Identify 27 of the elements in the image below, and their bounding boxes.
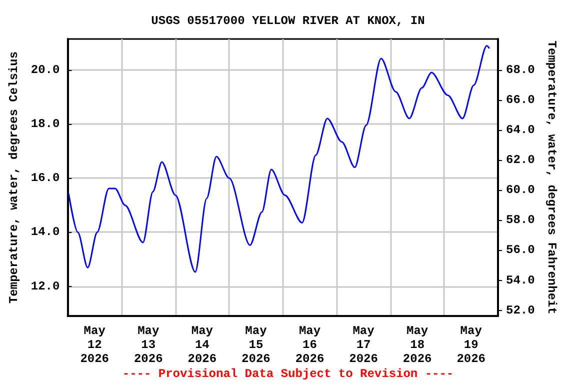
- y-tick-label: 14.0: [30, 225, 60, 240]
- y-tick-label: 16.0: [30, 171, 60, 186]
- x-tick-label: May 19 2026: [456, 324, 486, 366]
- x-tick-label: May 15 2026: [242, 324, 270, 366]
- y2-tick-label: 66.0: [506, 93, 535, 108]
- y2-tick-label: 56.0: [506, 243, 535, 258]
- y2-tick-label: 60.0: [506, 183, 535, 198]
- y2-tick-label: 62.0: [506, 153, 535, 168]
- y2-tick-label: 64.0: [506, 123, 535, 138]
- y2-axis-title: Temperature, water, degrees Fahrenheit: [544, 40, 559, 314]
- y-tick-label: 18.0: [30, 117, 60, 132]
- chart-title: USGS 05517000 YELLOW RIVER AT KNOX, IN: [151, 14, 425, 28]
- y-axis-title: Temperature, water, degrees Celsius: [7, 51, 21, 304]
- x-tick-label: May 12 2026: [80, 324, 110, 366]
- x-tick-label: May 17 2026: [349, 324, 378, 366]
- x-tick-label: May 18 2026: [402, 324, 432, 366]
- y-tick-label: 12.0: [30, 279, 60, 294]
- text: ---- Provisional Data Subject to Revision ----: [122, 367, 454, 381]
- x-tick-label: May 16 2026: [295, 324, 324, 366]
- line-series: [68, 45, 490, 273]
- x-tick-label: May 13 2026: [134, 324, 163, 366]
- y2-tick-label: 58.0: [506, 213, 535, 228]
- y2-tick-label: 68.0: [506, 63, 535, 78]
- x-tick-label: May 14 2026: [188, 324, 217, 366]
- y2-tick-label: 54.0: [506, 273, 535, 288]
- y-tick-label: 20.0: [30, 63, 60, 78]
- y2-tick-label: 52.0: [506, 303, 535, 318]
